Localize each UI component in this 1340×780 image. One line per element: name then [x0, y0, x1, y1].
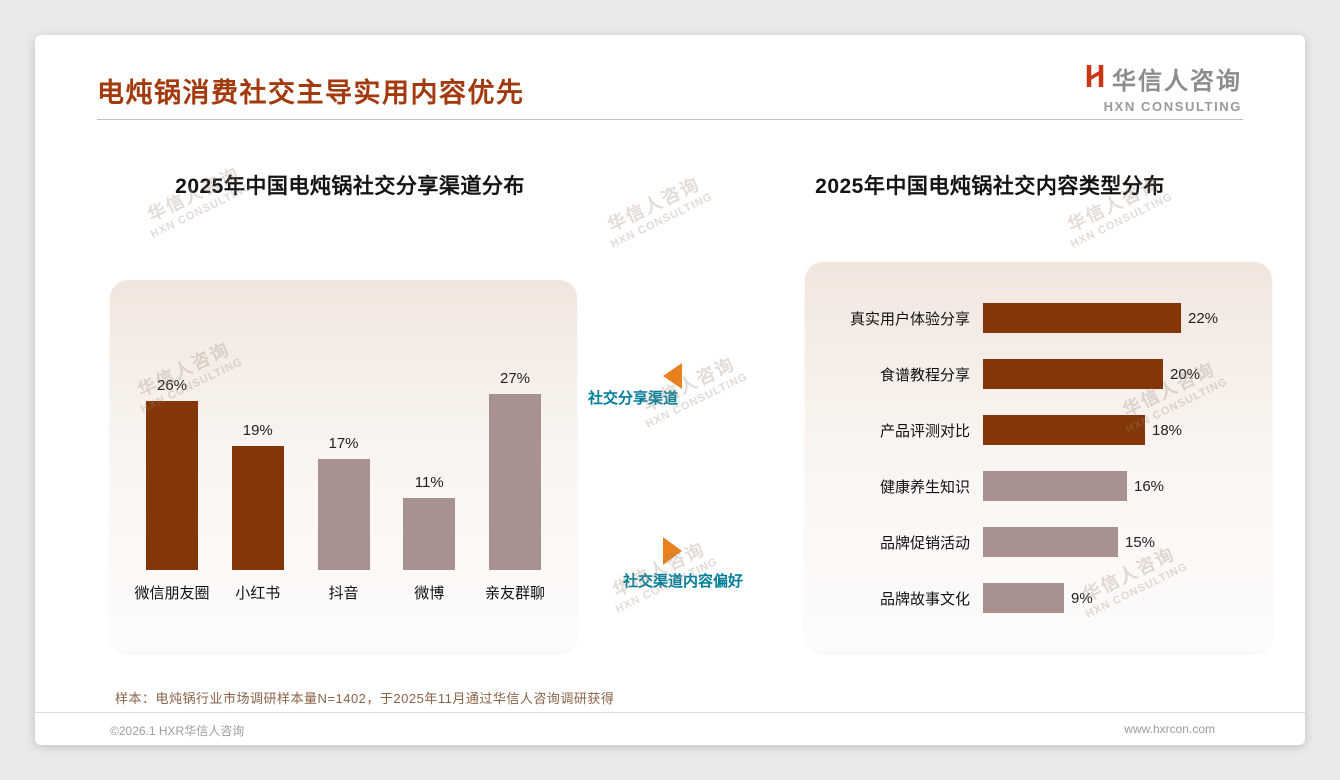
- logo-text-en: HXN CONSULTING: [1103, 99, 1242, 114]
- footer-divider: [35, 712, 1305, 713]
- bar-value-label: 11%: [414, 474, 444, 491]
- bar-value-label: 9%: [1071, 589, 1093, 607]
- bar-value-label: 18%: [1152, 421, 1183, 439]
- bar-column: 11% 微博: [393, 474, 465, 602]
- bar: [489, 394, 541, 570]
- bar-category-label: 品牌促销活动: [879, 534, 970, 552]
- bar-category-label: 产品评测对比: [879, 422, 970, 440]
- bar: [983, 359, 1163, 389]
- content-annotation-label: 社交渠道内容偏好: [623, 573, 744, 590]
- bar: [983, 583, 1064, 613]
- channel-annotation-label: 社交分享渠道: [588, 390, 679, 407]
- right-chart-title: 2025年中国电炖锅社交内容类型分布: [815, 175, 1165, 198]
- bar-value-label: 22%: [1188, 309, 1219, 327]
- content-bar-chart: 真实用户体验分享 22% 食谱教程分享 20% 产品评测对比 18% 健康养生知识 16% 品牌…: [805, 290, 1272, 626]
- bar-category-label: 健康养生知识: [879, 478, 970, 496]
- bar: [317, 459, 370, 570]
- header-divider: [97, 119, 1243, 120]
- bar-value-label: 27%: [499, 370, 531, 387]
- bar: [983, 303, 1181, 333]
- company-logo: 华信人咨询 HXN CONSULTING: [1085, 61, 1242, 114]
- bar-row: 品牌故事文化 9%: [805, 570, 1272, 626]
- bar-category-label: 亲友群聊: [484, 585, 545, 602]
- bar: [231, 446, 284, 570]
- right-chart-panel: 真实用户体验分享 22% 食谱教程分享 20% 产品评测对比 18% 健康养生知识 16% 品牌…: [805, 262, 1272, 652]
- bar-category-label: 抖音: [328, 585, 359, 602]
- bar-category-label: 品牌故事文化: [879, 590, 970, 608]
- bar-column: 27% 亲友群聊: [479, 370, 551, 602]
- slide-card: 电炖锅消费社交主导实用内容优先 华信人咨询 HXN CONSULTING 202…: [35, 35, 1305, 745]
- bar-value-label: 20%: [1170, 365, 1201, 383]
- bar-category-label: 小红书: [235, 585, 281, 602]
- bar-category-label: 真实用户体验分享: [849, 310, 970, 328]
- bar-column: 26% 微信朋友圈: [135, 377, 210, 602]
- bar-value-label: 17%: [328, 435, 359, 452]
- watermark: 华信人咨询 HXN CONSULTING: [604, 173, 715, 251]
- bar-row: 产品评测对比 18%: [805, 402, 1272, 458]
- page-title: 电炖锅消费社交主导实用内容优先: [97, 78, 525, 108]
- bar-row: 真实用户体验分享 22%: [805, 290, 1272, 346]
- bar-column: 17% 抖音: [308, 435, 380, 602]
- arrow-left-icon: [663, 363, 682, 389]
- bar: [983, 471, 1127, 501]
- footer-copyright: ©2026.1 HXR华信人咨询: [110, 724, 245, 738]
- arrow-right-icon: [663, 537, 682, 565]
- bar: [983, 415, 1145, 445]
- bar-value-label: 16%: [1134, 477, 1165, 495]
- left-chart-title: 2025年中国电炖锅社交分享渠道分布: [175, 175, 525, 198]
- bar-value-label: 15%: [1125, 533, 1156, 551]
- bar-row: 品牌促销活动 15%: [805, 514, 1272, 570]
- bar-value-label: 26%: [156, 377, 188, 394]
- bar-row: 食谱教程分享 20%: [805, 346, 1272, 402]
- bar-category-label: 食谱教程分享: [879, 366, 970, 384]
- bar-category-label: 微信朋友圈: [134, 585, 210, 602]
- bar-value-label: 19%: [242, 422, 273, 439]
- footer-website: www.hxrcon.com: [1124, 722, 1215, 736]
- bar: [146, 401, 198, 570]
- left-chart-panel: 26% 微信朋友圈 19% 小红书 17% 抖音 11% 微博 27% 亲友群聊: [110, 280, 577, 652]
- logo-icon: [1085, 63, 1105, 94]
- sample-footnote: 样本：电炖锅行业市场调研样本量N=1402，于2025年11月通过华信人咨询调研…: [115, 691, 615, 706]
- logo-text-cn: 华信人咨询: [1112, 68, 1242, 95]
- bar: [983, 527, 1118, 557]
- bar-category-label: 微博: [414, 585, 445, 602]
- channel-bar-chart: 26% 微信朋友圈 19% 小红书 17% 抖音 11% 微博 27% 亲友群聊: [135, 370, 551, 602]
- bar: [403, 498, 456, 570]
- bar-column: 19% 小红书: [222, 422, 294, 602]
- bar-row: 健康养生知识 16%: [805, 458, 1272, 514]
